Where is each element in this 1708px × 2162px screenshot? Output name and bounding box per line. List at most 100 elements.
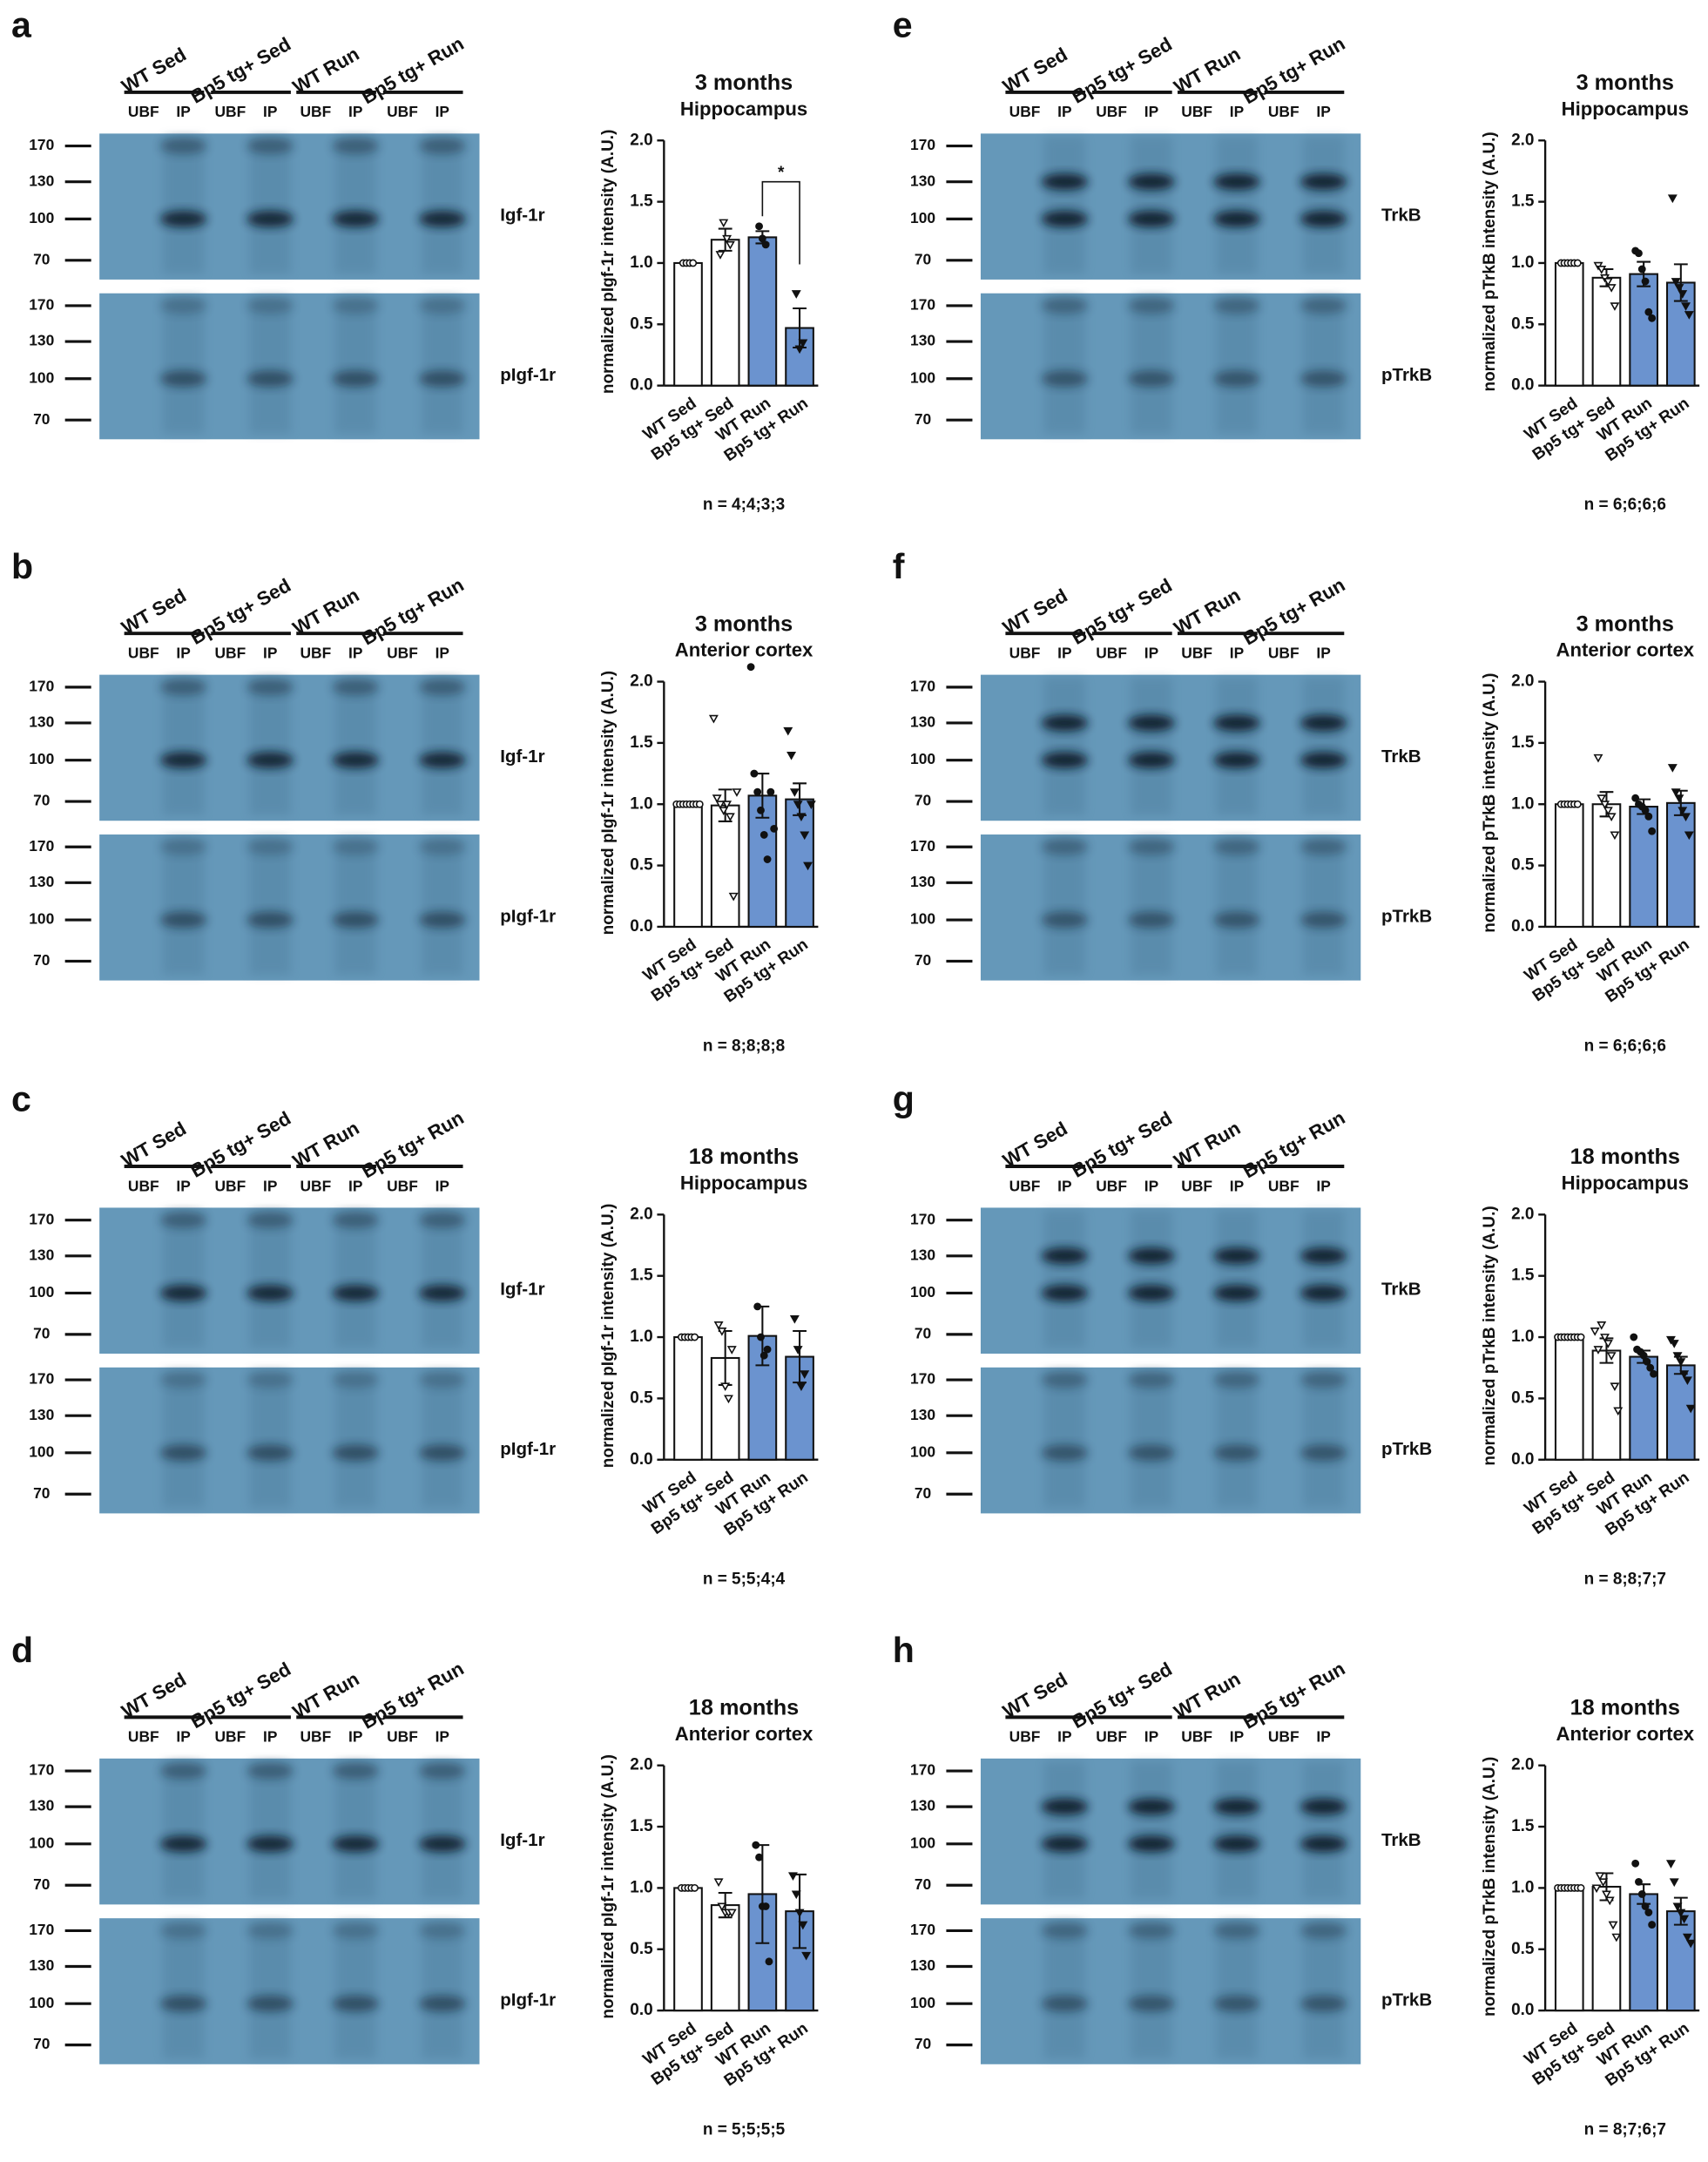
band: [159, 370, 207, 388]
band: [332, 1371, 380, 1388]
marker-label: 130: [29, 1956, 54, 1974]
data-point: [717, 1328, 727, 1336]
y-tick-label: 1.5: [630, 1267, 653, 1285]
n-label: n = 8;8;8;8: [703, 1037, 785, 1055]
bar: [1629, 1893, 1658, 2012]
panel-letter: c: [11, 1079, 31, 1119]
marker-label: 170: [910, 1370, 935, 1388]
marker-label: 130: [910, 1797, 935, 1814]
bar: [1591, 1349, 1622, 1461]
data-point: [1600, 801, 1610, 809]
lane-smear: [1131, 1921, 1172, 2059]
band: [159, 1835, 207, 1853]
sublane-label: UBF: [1268, 1728, 1300, 1746]
blot-row-label: pTrkB: [1381, 1439, 1432, 1459]
sublane-label: UBF: [1181, 1177, 1212, 1194]
sublane-label: IP: [263, 1177, 277, 1194]
lane-smear: [422, 295, 463, 434]
band: [246, 1284, 294, 1301]
lane-smear: [162, 1210, 205, 1348]
band: [1128, 1284, 1175, 1301]
sublane-label: IP: [435, 103, 449, 120]
marker-label: 100: [910, 1442, 935, 1460]
lane-smear: [1302, 1369, 1345, 1509]
panel-letter: h: [893, 1630, 915, 1670]
data-point: [1681, 813, 1691, 822]
data-point: [789, 1314, 800, 1324]
band: [246, 210, 294, 227]
marker-label: 170: [29, 136, 54, 153]
chart-subtitle: Hippocampus: [1562, 1172, 1689, 1193]
data-point: [1674, 794, 1684, 803]
sublane-label: IP: [1057, 1177, 1071, 1194]
bar: [1591, 803, 1622, 928]
y-tick-label: 2.0: [630, 1205, 652, 1223]
data-point: [793, 801, 803, 809]
y-tick-label: 1.0: [1511, 794, 1534, 813]
data-point: [1679, 1370, 1690, 1379]
lane-smear: [162, 136, 205, 274]
sublane-label: IP: [1316, 1728, 1330, 1746]
data-point: [728, 892, 739, 902]
lane-smear: [1302, 1921, 1345, 2059]
sublane-label: IP: [1230, 103, 1244, 120]
band: [1213, 911, 1260, 929]
data-point: [761, 240, 770, 249]
lane-header: WT Sed: [118, 584, 190, 638]
blot-row-label: TrkB: [1381, 1280, 1421, 1300]
chart-subtitle: Hippocampus: [680, 1172, 807, 1193]
sublane-label: UBF: [387, 645, 418, 662]
y-tick-label: 0.5: [1511, 1940, 1535, 1958]
lane-smear: [162, 295, 205, 434]
data-point: [750, 769, 759, 778]
lane-header: Bp5 tg+ Sed: [1068, 1658, 1176, 1733]
y-axis-label: normalized pTrkB intensity (A.U.): [1481, 132, 1499, 391]
marker-label: 130: [29, 332, 54, 349]
lane-header: WT Run: [1171, 584, 1245, 638]
data-point: [1606, 813, 1617, 822]
sublane-label: IP: [1316, 1177, 1330, 1194]
data-point: [789, 788, 800, 797]
bar: [1554, 803, 1584, 928]
marker-label: 170: [29, 296, 54, 314]
bar: [1591, 1885, 1622, 2012]
data-point: [1600, 1334, 1610, 1342]
data-point: [1643, 1357, 1651, 1366]
panel-letter: e: [893, 4, 913, 44]
sublane-label: UBF: [1096, 1728, 1127, 1746]
band: [1213, 752, 1260, 769]
lane-smear: [1043, 1921, 1086, 2059]
data-point: [1603, 807, 1613, 815]
marker-label: 100: [29, 750, 54, 767]
lane-header: Bp5 tg+ Sed: [1068, 33, 1176, 108]
data-point: [726, 1346, 737, 1355]
marker-label: 70: [33, 1484, 50, 1502]
data-point: [1665, 1860, 1676, 1868]
chart-subtitle: Hippocampus: [1562, 98, 1689, 119]
y-tick-label: 0.0: [630, 917, 652, 936]
data-point: [689, 259, 698, 267]
sublane-label: IP: [348, 1177, 362, 1194]
sublane-label: UBF: [1181, 103, 1212, 120]
band: [1041, 1371, 1089, 1388]
sublane-label: UBF: [1096, 645, 1127, 662]
sublane-label: IP: [435, 1177, 449, 1194]
lane-smear: [162, 1760, 205, 1900]
band: [1041, 911, 1089, 929]
marker-label: 70: [915, 792, 931, 809]
lane-header: Bp5 tg+ Run: [1239, 1106, 1349, 1182]
significance-label: *: [778, 164, 785, 182]
lane-header: WT Run: [289, 584, 363, 638]
band: [246, 297, 294, 314]
band: [1213, 1284, 1260, 1301]
y-tick-label: 1.5: [630, 1817, 653, 1835]
band: [418, 1922, 466, 1939]
y-tick-label: 2.0: [630, 1756, 652, 1774]
y-tick-label: 2.0: [630, 672, 652, 691]
band: [1213, 210, 1260, 227]
data-point: [1630, 1333, 1638, 1341]
data-point: [1684, 311, 1694, 320]
data-point: [1637, 265, 1646, 274]
y-tick-label: 1.0: [630, 253, 652, 272]
band: [1041, 1922, 1089, 1939]
